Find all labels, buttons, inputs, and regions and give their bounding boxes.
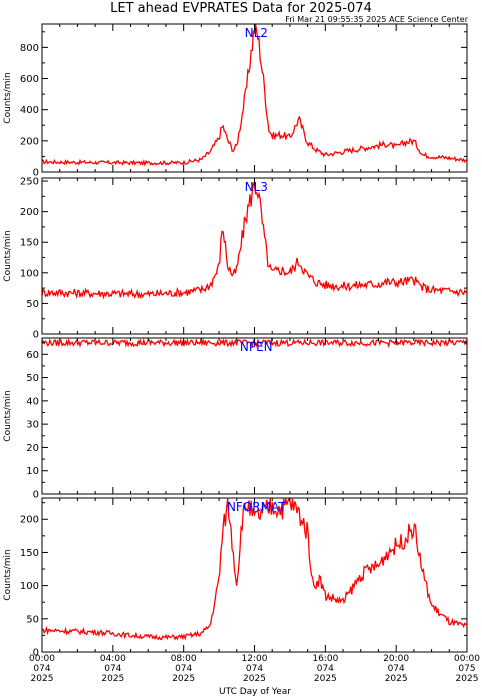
y-tick-label: 200 bbox=[20, 207, 39, 218]
y-tick-label: 200 bbox=[20, 515, 39, 526]
y-axis-label: Counts/min bbox=[3, 230, 13, 281]
x-tick-year-label: 2025 bbox=[101, 674, 124, 684]
series-line-nformat bbox=[41, 496, 467, 641]
x-tick-time-label: 08:00 bbox=[171, 654, 197, 664]
timestamp-label: Fri Mar 21 09:55:35 2025 ACE Science Cen… bbox=[285, 15, 469, 24]
panel-frame-nl3 bbox=[41, 177, 468, 335]
y-tick-label: 0 bbox=[33, 490, 39, 501]
x-tick-doy-label: 074 bbox=[104, 664, 121, 674]
y-tick-label: 250 bbox=[20, 177, 39, 188]
x-tick-time-label: 20:00 bbox=[383, 654, 409, 664]
panel-label-nl2: NL2 bbox=[245, 26, 268, 40]
y-tick-label: 100 bbox=[20, 268, 39, 279]
y-tick-label: 60 bbox=[26, 350, 39, 361]
series-line-nl3 bbox=[41, 182, 468, 300]
y-tick-label: 0 bbox=[33, 648, 39, 659]
x-tick-time-label: 12:00 bbox=[242, 654, 268, 664]
y-tick-label: 20 bbox=[26, 443, 39, 454]
x-axis-label: UTC Day of Year bbox=[219, 687, 291, 697]
x-tick-doy-label: 074 bbox=[317, 664, 334, 674]
x-tick-doy-label: 075 bbox=[458, 664, 475, 674]
y-axis-label: Counts/min bbox=[3, 390, 13, 441]
panel-label-nl3: NL3 bbox=[245, 180, 268, 194]
y-tick-label: 150 bbox=[20, 238, 39, 249]
panel-frame-npen bbox=[41, 337, 468, 495]
x-tick-doy-label: 074 bbox=[33, 664, 50, 674]
chart-title: LET ahead EVPRATES Data for 2025-074 bbox=[110, 1, 372, 16]
x-tick-year-label: 2025 bbox=[243, 674, 266, 684]
y-tick-label: 50 bbox=[26, 373, 39, 384]
y-tick-label: 50 bbox=[26, 614, 39, 625]
x-tick-time-label: 00:00 bbox=[29, 654, 55, 664]
y-tick-label: 100 bbox=[20, 581, 39, 592]
y-tick-label: 0 bbox=[33, 330, 39, 341]
x-tick-year-label: 2025 bbox=[31, 674, 54, 684]
x-tick-year-label: 2025 bbox=[172, 674, 195, 684]
x-tick-doy-label: 074 bbox=[388, 664, 405, 674]
y-tick-label: 0 bbox=[33, 168, 39, 179]
y-tick-label: 50 bbox=[26, 299, 39, 310]
x-tick-time-label: 16:00 bbox=[312, 654, 338, 664]
y-tick-label: 10 bbox=[26, 466, 39, 477]
x-tick-year-label: 2025 bbox=[314, 674, 337, 684]
y-tick-label: 400 bbox=[20, 105, 39, 116]
y-axis-label: Counts/min bbox=[3, 549, 13, 600]
panel-frame-nl2 bbox=[41, 23, 468, 173]
series-line-nl2 bbox=[41, 24, 468, 167]
panel-label-nformat: NFORMAT bbox=[227, 500, 286, 514]
y-axis-label: Counts/min bbox=[3, 72, 13, 123]
y-tick-label: 200 bbox=[20, 136, 39, 147]
y-tick-label: 30 bbox=[26, 420, 39, 431]
y-tick-label: 40 bbox=[26, 396, 39, 407]
panel-frame-nformat bbox=[41, 497, 468, 653]
y-tick-label: 600 bbox=[20, 74, 39, 85]
y-tick-label: 150 bbox=[20, 548, 39, 559]
y-tick-label: 800 bbox=[20, 43, 39, 54]
x-tick-doy-label: 074 bbox=[175, 664, 192, 674]
x-tick-time-label: 04:00 bbox=[100, 654, 126, 664]
x-tick-year-label: 2025 bbox=[456, 674, 479, 684]
x-tick-time-label: 00:00 bbox=[454, 654, 480, 664]
x-tick-doy-label: 074 bbox=[246, 664, 263, 674]
x-tick-year-label: 2025 bbox=[385, 674, 408, 684]
panel-label-npen: NPEN bbox=[240, 340, 273, 354]
